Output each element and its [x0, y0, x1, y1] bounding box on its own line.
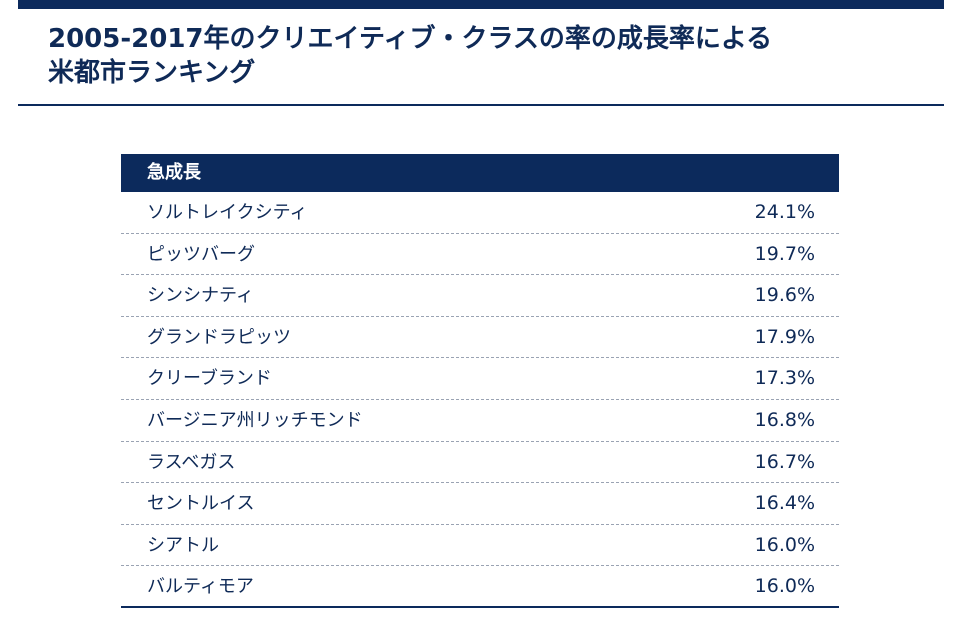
table-row: セントルイス 16.4% [121, 483, 839, 525]
growth-rate-value: 16.0% [754, 533, 815, 556]
city-name: シンシナティ [147, 285, 254, 307]
title-divider [18, 104, 944, 106]
table-body: ソルトレイクシティ 24.1% ピッツバーグ 19.7% シンシナティ 19.6% グランド… [121, 192, 839, 608]
city-name: セントルイス [147, 493, 255, 515]
table-row: ラスベガス 16.7% [121, 442, 839, 484]
city-name: グランドラピッツ [147, 326, 291, 348]
city-name: シアトル [147, 534, 219, 556]
table-row: バルティモア 16.0% [121, 566, 839, 608]
table-row: クリーブランド 17.3% [121, 358, 839, 400]
table-row: ピッツバーグ 19.7% [121, 234, 839, 276]
table-header: 急成長 [121, 154, 839, 192]
growth-rate-value: 16.8% [754, 408, 815, 431]
top-accent-bar [18, 0, 944, 9]
growth-rate-value: 16.4% [754, 492, 815, 515]
city-name: クリーブランド [147, 368, 272, 390]
growth-rate-value: 24.1% [754, 201, 815, 223]
growth-rate-value: 17.3% [754, 367, 815, 390]
growth-rate-value: 19.7% [754, 242, 815, 265]
table-row: グランドラピッツ 17.9% [121, 317, 839, 359]
table-row: バージニア州リッチモンド 16.8% [121, 400, 839, 442]
city-name: ピッツバーグ [147, 243, 255, 265]
title-line-2: 米都市ランキング [48, 58, 256, 88]
city-name: バージニア州リッチモンド [147, 409, 363, 431]
page-title: 2005-2017年のクリエイティブ・クラスの率の成長率による 米都市ランキング [48, 22, 928, 90]
city-name: バルティモア [147, 576, 254, 598]
growth-rate-value: 19.6% [754, 284, 815, 307]
table-row: シアトル 16.0% [121, 525, 839, 567]
growth-rate-value: 16.0% [754, 575, 815, 598]
table-row: ソルトレイクシティ 24.1% [121, 192, 839, 234]
growth-rate-value: 16.7% [754, 450, 815, 473]
growth-rate-value: 17.9% [754, 325, 815, 348]
title-line-1: 2005-2017年のクリエイティブ・クラスの率の成長率による [48, 24, 773, 54]
ranking-table: 急成長 ソルトレイクシティ 24.1% ピッツバーグ 19.7% シンシナティ 19.6%… [121, 154, 839, 608]
city-name: ソルトレイクシティ [147, 202, 308, 223]
table-row: シンシナティ 19.6% [121, 275, 839, 317]
city-name: ラスベガス [147, 451, 236, 473]
